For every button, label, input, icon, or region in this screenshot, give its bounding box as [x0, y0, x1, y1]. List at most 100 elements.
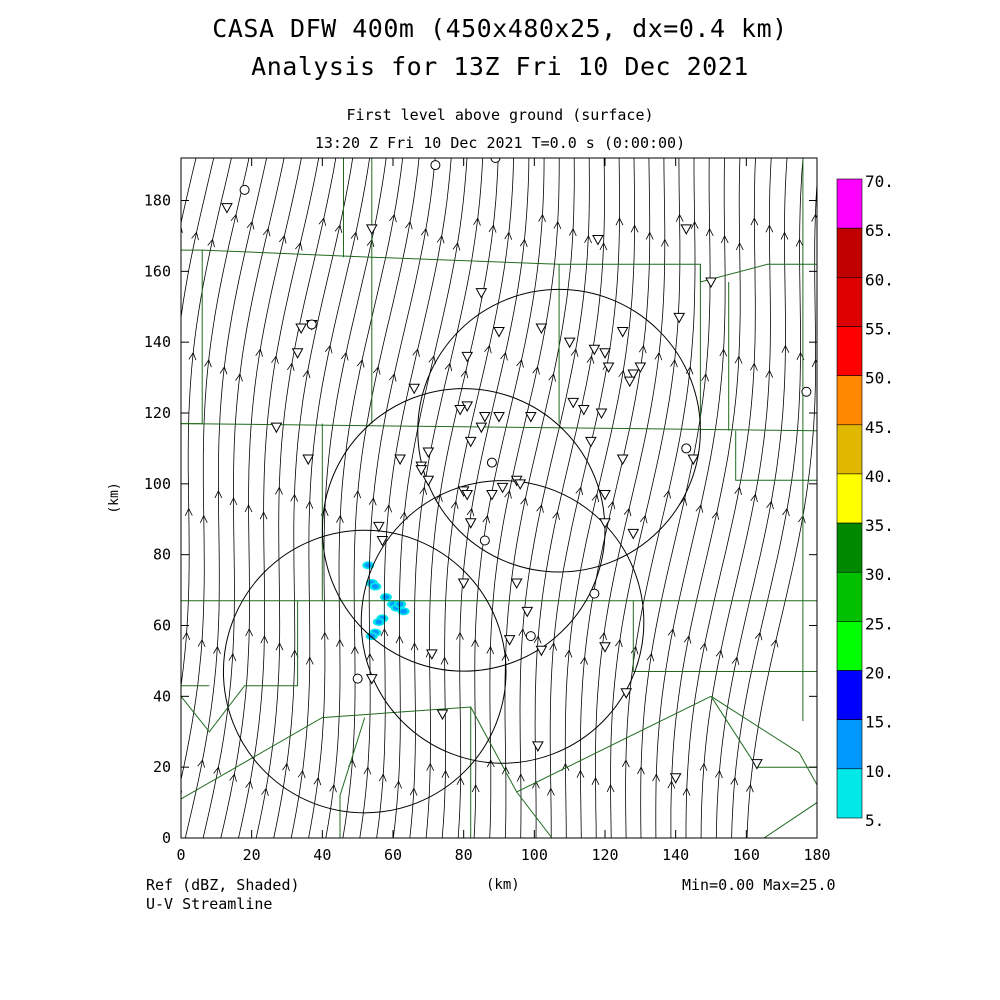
colorbar-swatch [836, 522, 863, 573]
streamline-arrow [260, 635, 269, 644]
y-tick-label: 100 [144, 475, 171, 493]
streamline-arrow [410, 642, 419, 651]
y-tick-label: 40 [153, 687, 171, 705]
streamline [238, 158, 320, 838]
streamline-arrow [500, 351, 508, 361]
county-line [181, 706, 472, 838]
streamline-arrow [389, 213, 397, 223]
streamline-arrow [426, 762, 435, 771]
streamline-arrow [621, 759, 630, 768]
streamline-arrow [473, 217, 481, 226]
colorbar-label: 20. [865, 664, 894, 683]
station-triangle [510, 578, 523, 590]
streamline-arrow [181, 225, 183, 233]
streamline-arrow [368, 497, 377, 506]
station-triangle [221, 203, 233, 214]
streamline-arrow [340, 351, 349, 361]
streamline-arrow [538, 213, 546, 223]
y-tick-label: 60 [153, 617, 171, 635]
streamline [640, 158, 711, 838]
streamline-arrow [456, 776, 465, 785]
colorbar-swatch [836, 719, 863, 770]
streamline-arrow [599, 242, 608, 251]
streamline-arrow [667, 628, 676, 637]
station-triangle [496, 482, 509, 494]
colorbar-label: 25. [865, 614, 894, 633]
streamline-arrow [518, 628, 527, 637]
streamline-arrow [302, 369, 311, 379]
streamline-arrow [197, 638, 206, 648]
colorbar-label: 35. [865, 516, 894, 535]
streamline-arrow [372, 366, 381, 375]
streamline-arrow [409, 787, 418, 796]
county-line [710, 695, 817, 786]
streamline-arrow [516, 359, 524, 368]
county-line [763, 802, 817, 838]
station-triangle [567, 397, 580, 409]
streamline [489, 158, 560, 838]
streamline-arrow [188, 351, 197, 361]
station-triangle [524, 412, 537, 423]
streamline-arrow [228, 652, 237, 662]
station-triangle [669, 773, 682, 784]
x-tick-label: 40 [313, 846, 331, 864]
streamline-arrow [734, 486, 742, 496]
station-triangle [563, 337, 576, 349]
streamline [685, 158, 756, 838]
radar-ring [222, 529, 507, 814]
streamline-arrow [155, 495, 162, 502]
streamline [457, 158, 530, 838]
streamline-arrow [450, 500, 459, 510]
streamline-arrow [750, 362, 758, 371]
station-triangle [270, 422, 283, 434]
streamline-arrow [378, 773, 387, 782]
streamline [290, 158, 371, 838]
station-triangle [705, 277, 717, 288]
station-triangle [514, 479, 527, 490]
streamline-arrow [486, 759, 495, 768]
radar-range-rings [222, 288, 701, 814]
county-line [735, 430, 817, 481]
streamline-arrow [670, 359, 678, 368]
streamline-arrow [305, 656, 314, 665]
echo-15dbz [382, 594, 390, 600]
streamline [625, 158, 696, 838]
streamline-arrow [419, 486, 428, 495]
station-triangle [365, 224, 378, 235]
streamline [564, 158, 635, 838]
colorbar-swatch [836, 424, 863, 475]
streamline-arrow [549, 642, 557, 651]
station-triangle [394, 454, 406, 466]
streamline-arrow [765, 224, 774, 233]
station-triangle [627, 369, 640, 381]
streamline-arrow [584, 235, 592, 244]
streamline-arrow [547, 787, 555, 796]
streamline-arrow [173, 346, 180, 353]
streamline-arrow [245, 780, 253, 789]
streamline [655, 158, 726, 838]
streamline [715, 158, 788, 838]
streamline-arrow [394, 780, 403, 789]
colorbar-label: 50. [865, 369, 894, 388]
streamline-arrow [213, 645, 221, 655]
streamline-arrow [484, 344, 492, 354]
colorbar-label: 55. [865, 320, 894, 339]
streamline-arrow [553, 220, 562, 230]
y-axis-label: (km) [107, 482, 122, 513]
streamline-arrow [351, 645, 359, 654]
station-triangle [585, 436, 597, 448]
station-triangle [415, 465, 428, 476]
streamline-arrow [750, 493, 758, 503]
x-axis-unit-caption: (km) [486, 877, 520, 893]
streamline [595, 158, 666, 838]
echo-15dbz [396, 601, 404, 607]
streamline [610, 158, 681, 838]
streamline-arrow [711, 511, 720, 520]
streamline-arrow [652, 773, 660, 782]
streamline-arrow [654, 351, 663, 361]
station-triangle [599, 518, 611, 529]
station-triangle [634, 362, 647, 373]
streamline-arrow [191, 231, 199, 241]
streamline-arrow [275, 486, 283, 495]
streamline-arrow [245, 628, 253, 637]
